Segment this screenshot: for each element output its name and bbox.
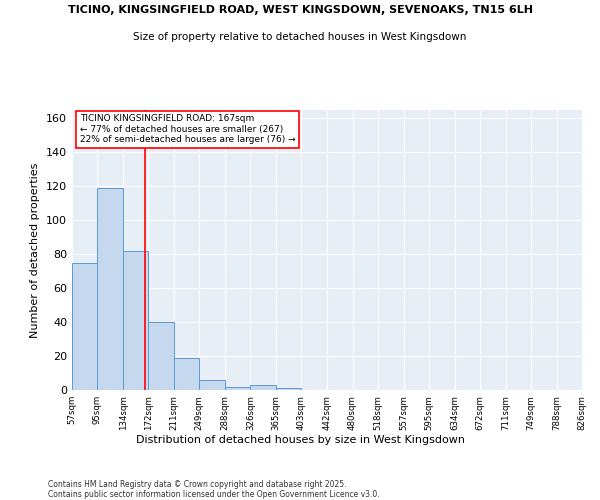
Y-axis label: Number of detached properties: Number of detached properties: [31, 162, 40, 338]
Bar: [250, 385, 276, 390]
Bar: [225, 386, 250, 390]
Text: Size of property relative to detached houses in West Kingsdown: Size of property relative to detached ho…: [133, 32, 467, 42]
Text: TICINO, KINGSINGFIELD ROAD, WEST KINGSDOWN, SEVENOAKS, TN15 6LH: TICINO, KINGSINGFIELD ROAD, WEST KINGSDO…: [67, 5, 533, 15]
Bar: [174, 358, 199, 390]
Bar: [276, 388, 301, 390]
Text: TICINO KINGSINGFIELD ROAD: 167sqm
← 77% of detached houses are smaller (267)
22%: TICINO KINGSINGFIELD ROAD: 167sqm ← 77% …: [80, 114, 295, 144]
Bar: [97, 188, 123, 390]
Text: Distribution of detached houses by size in West Kingsdown: Distribution of detached houses by size …: [136, 435, 464, 445]
Bar: [199, 380, 225, 390]
Bar: [123, 251, 148, 390]
Bar: [148, 322, 174, 390]
Text: Contains HM Land Registry data © Crown copyright and database right 2025.
Contai: Contains HM Land Registry data © Crown c…: [48, 480, 380, 500]
Bar: [72, 262, 97, 390]
